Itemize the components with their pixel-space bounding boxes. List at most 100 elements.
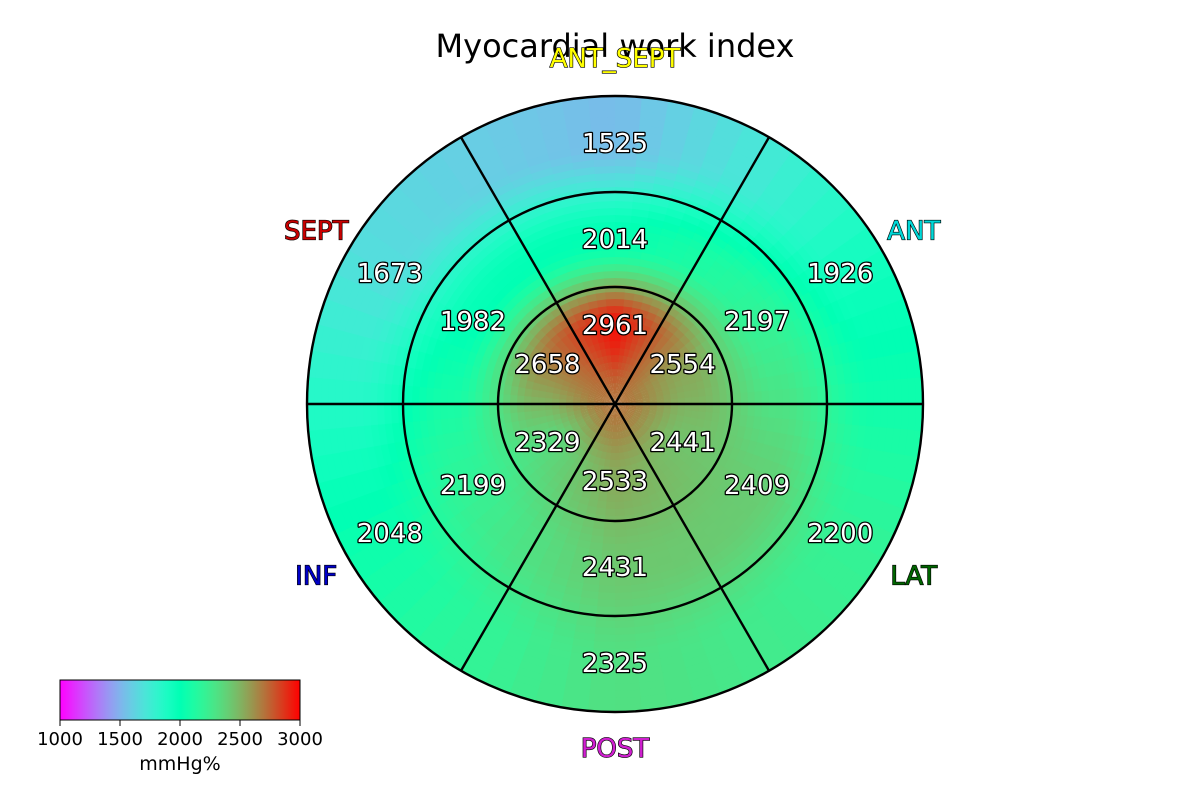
heat-cell (468, 484, 484, 502)
heat-cell (662, 530, 679, 543)
colorbar-tick-label: 3000 (277, 729, 323, 750)
heat-cell (725, 155, 752, 174)
heat-cell (615, 564, 631, 573)
heat-cell (423, 298, 440, 320)
heat-cell (715, 113, 746, 132)
heat-cell (359, 263, 379, 291)
heat-cell (545, 385, 555, 394)
heat-cell (765, 345, 778, 363)
heat-cell (446, 567, 468, 588)
heat-cell (655, 511, 670, 523)
heat-cell (621, 312, 631, 322)
heat-cell (412, 421, 423, 441)
heat-cell (593, 172, 615, 181)
heat-cell (630, 201, 651, 211)
heat-cell (430, 205, 454, 228)
heat-cell (707, 526, 725, 543)
heat-cell (620, 395, 628, 401)
heat-cell (524, 380, 534, 390)
heat-cell (682, 646, 708, 662)
heat-cell (694, 612, 718, 629)
heat-cell (365, 544, 387, 571)
heat-cell (627, 349, 635, 358)
heat-cell (460, 377, 471, 393)
heat-cell (624, 370, 631, 379)
heat-cell (823, 301, 840, 325)
heat-cell (337, 279, 355, 308)
heat-cell (610, 445, 616, 454)
heat-cell (723, 336, 737, 351)
heat-cell (621, 405, 630, 409)
heat-cell (594, 291, 606, 301)
heat-cell (747, 322, 762, 339)
heat-cell (456, 459, 470, 477)
heat-cell (615, 696, 644, 706)
heat-cell (773, 416, 784, 434)
heat-cell (609, 382, 613, 391)
heat-cell (489, 347, 501, 362)
heat-cell (586, 407, 595, 412)
heat-cell (628, 381, 636, 390)
heat-cell (646, 371, 656, 380)
heat-cell (778, 304, 794, 325)
heat-cell (518, 480, 532, 495)
heat-cell (445, 221, 467, 242)
heat-cell (628, 407, 636, 412)
heat-cell (729, 446, 741, 461)
heat-cell (377, 185, 403, 213)
heat-cell (559, 96, 589, 108)
sector-border (459, 136, 617, 405)
heat-cell (775, 500, 793, 521)
heat-cell (885, 450, 899, 479)
heat-cell (863, 523, 883, 552)
heat-cell (542, 134, 569, 148)
heat-cell (500, 454, 513, 469)
heat-cell (614, 291, 625, 300)
heat-cell (618, 417, 623, 425)
heat-cell (697, 251, 716, 267)
heat-cell (612, 116, 641, 126)
heat-cell (600, 557, 617, 566)
heat-cell (615, 480, 623, 489)
heat-cell (366, 210, 390, 238)
heat-cell (814, 257, 834, 282)
heat-cell (420, 225, 442, 248)
heat-cell (613, 172, 636, 181)
heat-cell (803, 402, 812, 422)
heat-cell (746, 483, 762, 501)
heat-cell (630, 335, 640, 345)
heat-cell (444, 498, 461, 518)
heat-cell (773, 167, 800, 190)
heat-cell (452, 445, 465, 463)
heat-cell (587, 378, 596, 387)
heat-cell (565, 371, 575, 380)
heat-cell (773, 462, 788, 482)
heat-cell (759, 376, 770, 392)
heat-cell (355, 404, 365, 429)
heat-cell (637, 371, 646, 380)
heat-cell (429, 320, 444, 341)
heat-cell (773, 325, 787, 345)
heat-cell (717, 326, 731, 341)
heat-cell (493, 470, 507, 486)
heat-cell (417, 473, 432, 495)
heat-cell (390, 303, 406, 327)
heat-cell (598, 312, 608, 322)
heat-cell (414, 516, 433, 539)
heat-cell (566, 528, 582, 541)
heat-cell (413, 271, 432, 294)
heat-cell (612, 389, 615, 398)
heat-cell (589, 541, 604, 552)
heat-cell (708, 303, 723, 319)
heat-cell (454, 417, 464, 434)
heat-cell (883, 301, 900, 330)
heat-cell (383, 383, 392, 406)
heat-cell (722, 349, 734, 364)
heat-cell (453, 277, 471, 297)
heat-cell (574, 372, 583, 381)
heat-cell (615, 620, 637, 629)
heat-cell (450, 226, 472, 247)
heat-cell (653, 541, 669, 554)
heat-cell (425, 452, 438, 473)
heat-cell (527, 549, 546, 564)
